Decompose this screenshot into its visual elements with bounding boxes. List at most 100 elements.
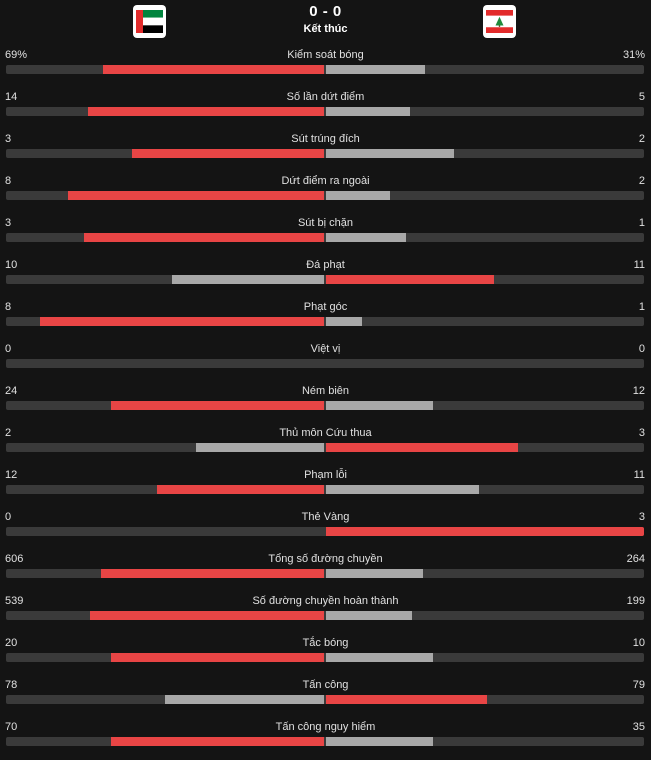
- uae-flag-icon[interactable]: [133, 5, 166, 38]
- stat-bar-track: [6, 149, 644, 158]
- stat-row: 8 Dứt điểm ra ngoài 2: [0, 172, 651, 214]
- stat-away-bar: [326, 569, 424, 578]
- stat-row: 12 Phạm lỗi 11: [0, 466, 651, 508]
- stat-home-bar: [165, 695, 324, 704]
- stat-away-bar: [326, 149, 454, 158]
- stat-label: Tổng số đường chuyền: [268, 553, 383, 565]
- stat-home-value: 12: [5, 469, 18, 481]
- stat-home-bar: [101, 569, 324, 578]
- stat-bar-track: [6, 611, 644, 620]
- stat-home-bar: [132, 149, 324, 158]
- stat-home-value: 8: [5, 301, 12, 313]
- stat-bar-track: [6, 443, 644, 452]
- stat-row: 78 Tấn công 79: [0, 676, 651, 718]
- stat-label: Thẻ Vàng: [301, 511, 350, 523]
- stat-home-value: 70: [5, 721, 18, 733]
- stat-away-bar: [326, 107, 411, 116]
- stat-bar-track: [6, 653, 644, 662]
- stat-label: Kiểm soát bóng: [287, 49, 364, 61]
- stat-bar-track: [6, 107, 644, 116]
- stat-away-bar: [326, 191, 390, 200]
- stat-row: 69% Kiểm soát bóng 31%: [0, 46, 651, 88]
- stat-home-bar: [103, 65, 324, 74]
- match-score: 0 - 0: [309, 3, 342, 20]
- stat-home-bar: [110, 653, 324, 662]
- stat-away-bar: [326, 611, 413, 620]
- stat-row: 3 Sút bị chặn 1: [0, 214, 651, 256]
- stat-away-value: 12: [632, 385, 645, 397]
- stat-row: 10 Đá phạt 11: [0, 256, 651, 298]
- stat-away-bar: [326, 233, 406, 242]
- stat-row: 2 Thủ môn Cứu thua 3: [0, 424, 651, 466]
- stat-home-bar: [39, 317, 324, 326]
- stat-away-value: 2: [638, 175, 645, 187]
- stat-home-value: 2: [5, 427, 12, 439]
- stat-away-value: 3: [638, 427, 645, 439]
- stat-away-value: 79: [632, 679, 645, 691]
- stat-home-bar: [88, 107, 324, 116]
- stat-row: 0 Thẻ Vàng 3: [0, 508, 651, 550]
- stat-label: Số lần dứt điểm: [286, 91, 365, 103]
- stat-bar-track: [6, 275, 644, 284]
- stat-label: Tấn công nguy hiểm: [275, 721, 376, 733]
- stats-list: 69% Kiểm soát bóng 31% 14 Số lần dứt điểm 5 3 S…: [0, 46, 651, 760]
- stat-bar-track: [6, 737, 644, 746]
- stat-bar-track: [6, 65, 644, 74]
- stat-label: Phạm lỗi: [304, 469, 347, 481]
- stat-away-bar: [326, 653, 433, 662]
- stat-bar-track: [6, 191, 644, 200]
- stat-away-value: 199: [626, 595, 645, 607]
- stat-label: Việt vị: [310, 343, 341, 355]
- stat-away-value: 1: [638, 301, 645, 313]
- stat-home-bar: [90, 611, 324, 620]
- stat-away-bar: [326, 485, 480, 494]
- stat-away-value: 11: [633, 259, 645, 271]
- stat-row: 0 Việt vị 0: [0, 340, 651, 382]
- stat-home-value: 0: [5, 511, 12, 523]
- stat-bar-track: [6, 485, 644, 494]
- stat-home-value: 78: [5, 679, 18, 691]
- stat-home-value: 606: [5, 553, 24, 565]
- stat-away-value: 264: [626, 553, 645, 565]
- stat-bar-track: [6, 233, 644, 242]
- stat-row: 24 Ném biên 12: [0, 382, 651, 424]
- stat-home-value: 14: [5, 91, 18, 103]
- stat-away-value: 1: [638, 217, 645, 229]
- stat-label: Thủ môn Cứu thua: [279, 427, 372, 439]
- stat-bar-track: [6, 527, 644, 536]
- stat-label: Ném biên: [301, 385, 350, 397]
- lebanon-flag-icon[interactable]: [483, 5, 516, 38]
- stat-away-value: 5: [638, 91, 645, 103]
- stat-bar-track: [6, 569, 644, 578]
- stat-away-value: 10: [632, 637, 645, 649]
- stat-home-bar: [110, 737, 324, 746]
- stat-label: Tắc bóng: [302, 637, 349, 649]
- stat-row: 20 Tắc bóng 10: [0, 634, 651, 676]
- stat-home-value: 8: [5, 175, 12, 187]
- stat-away-bar: [326, 401, 433, 410]
- stat-bar-track: [6, 359, 644, 368]
- stat-bar-track: [6, 401, 644, 410]
- stat-home-bar: [157, 485, 324, 494]
- stat-row: 70 Tấn công nguy hiểm 35: [0, 718, 651, 760]
- match-status: Kết thúc: [303, 23, 348, 35]
- stat-away-bar: [326, 443, 518, 452]
- stat-label: Sút bị chặn: [297, 217, 354, 229]
- stat-row: 14 Số lần dứt điểm 5: [0, 88, 651, 130]
- stat-away-bar: [326, 317, 362, 326]
- stat-home-value: 3: [5, 217, 12, 229]
- stat-label: Số đường chuyền hoàn thành: [252, 595, 399, 607]
- stat-row: 606 Tổng số đường chuyền 264: [0, 550, 651, 592]
- stat-home-bar: [84, 233, 324, 242]
- stat-away-value: 11: [633, 469, 645, 481]
- match-header: 0 - 0 Kết thúc: [0, 0, 651, 46]
- stat-home-bar: [110, 401, 324, 410]
- stat-home-value: 10: [5, 259, 18, 271]
- stat-label: Phạt góc: [303, 301, 348, 313]
- stat-bar-track: [6, 695, 644, 704]
- stat-home-value: 0: [5, 343, 12, 355]
- stat-away-value: 35: [632, 721, 645, 733]
- stat-home-bar: [196, 443, 324, 452]
- stat-bar-track: [6, 317, 644, 326]
- stat-away-bar: [326, 527, 644, 536]
